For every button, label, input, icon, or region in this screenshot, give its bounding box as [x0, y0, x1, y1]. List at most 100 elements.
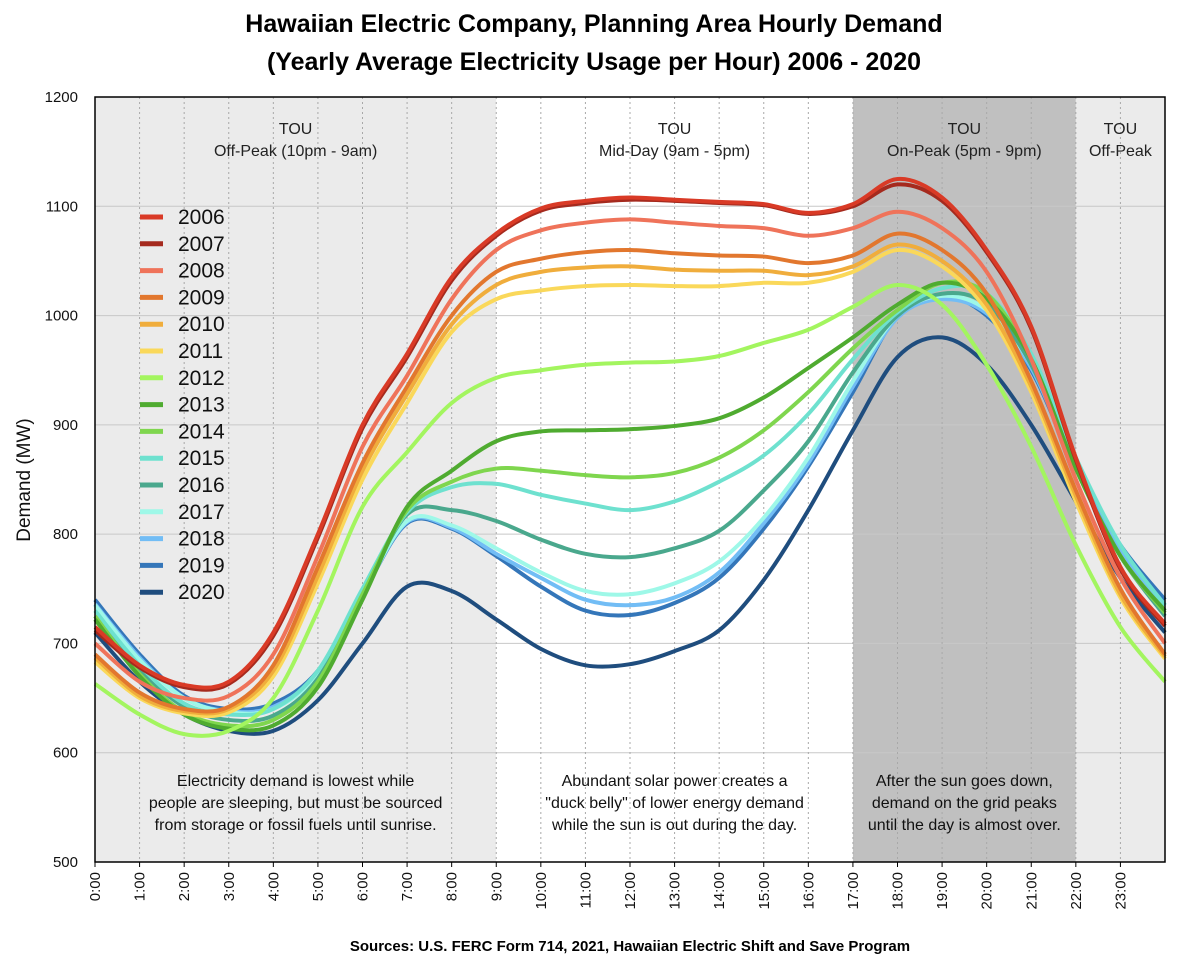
band-label: TOU [279, 121, 312, 138]
x-tick-label: 19:00 [934, 872, 951, 910]
x-tick-label: 4:00 [265, 872, 282, 901]
legend-item-2009: 2009 [140, 286, 225, 309]
y-tick-label: 600 [53, 745, 78, 762]
legend-label: 2015 [178, 447, 225, 470]
x-tick-label: 21:00 [1023, 872, 1040, 910]
x-tick-label: 13:00 [667, 872, 684, 910]
legend-label: 2017 [178, 501, 225, 524]
band-label: On-Peak (5pm - 9pm) [887, 143, 1042, 160]
band-label: Off-Peak [1089, 143, 1153, 160]
band-label: TOU [658, 121, 691, 138]
x-tick-label: 11:00 [577, 872, 594, 908]
x-tick-label: 16:00 [800, 872, 817, 910]
legend-item-2014: 2014 [140, 420, 225, 443]
legend-item-2011: 2011 [140, 340, 223, 363]
x-tick-label: 0:00 [87, 872, 104, 901]
legend-label: 2010 [178, 313, 225, 336]
legend-item-2018: 2018 [140, 528, 225, 551]
legend-label: 2019 [178, 554, 225, 577]
x-tick-label: 22:00 [1068, 872, 1085, 910]
x-tick-label: 10:00 [533, 872, 550, 910]
series-line-2013 [93, 280, 1167, 733]
x-tick-label: 15:00 [756, 872, 773, 910]
legend-label: 2011 [178, 340, 223, 363]
band-label: Mid-Day (9am - 5pm) [599, 143, 750, 160]
annotation-text: Electricity demand is lowest while [177, 773, 415, 790]
series-line-2010 [93, 242, 1167, 716]
legend-item-2017: 2017 [140, 501, 225, 524]
legend-label: 2006 [178, 206, 225, 229]
x-tick-label: 23:00 [1112, 872, 1129, 910]
legend-label: 2013 [178, 394, 225, 417]
x-tick-label: 1:00 [132, 872, 149, 901]
legend-label: 2018 [178, 528, 225, 551]
series-line-2014 [93, 279, 1167, 729]
x-tick-label: 18:00 [890, 872, 907, 910]
y-tick-label: 800 [53, 526, 78, 543]
y-axis-label: Demand (MW) [14, 418, 35, 542]
annotation-text: Abundant solar power creates a [562, 773, 788, 790]
legend-item-2012: 2012 [140, 367, 225, 390]
y-tick-label: 900 [53, 417, 78, 434]
x-tick-label: 3:00 [221, 872, 238, 901]
series-line-2011 [93, 247, 1167, 719]
y-tick-label: 700 [53, 635, 78, 652]
series-line-2012 [93, 282, 1167, 738]
annotation-text: from storage or fossil fuels until sunri… [155, 817, 437, 834]
chart-title-line-1: Hawaiian Electric Company, Planning Area… [245, 10, 942, 38]
band-label: TOU [948, 121, 981, 138]
band-label: Off-Peak (10pm - 9am) [214, 143, 377, 160]
plot-frame [94, 96, 1166, 863]
x-tick-label: 5:00 [310, 872, 327, 901]
x-tick-label: 17:00 [845, 872, 862, 910]
legend-label: 2016 [178, 474, 225, 497]
x-tick-label: 8:00 [444, 872, 461, 901]
legend-label: 2008 [178, 260, 225, 283]
legend-item-2019: 2019 [140, 554, 225, 577]
y-tick-label: 1000 [45, 308, 78, 325]
x-tick-label: 6:00 [355, 872, 372, 901]
source-note: Sources: U.S. FERC Form 714, 2021, Hawai… [350, 938, 910, 955]
annotations: Electricity demand is lowest while people… [149, 773, 1061, 834]
axes: 500 600 700 800 900 1000 1100 1200 0:00 1:00 2:00 3… [45, 89, 1166, 910]
legend-item-2015: 2015 [140, 447, 225, 470]
y-tick-label: 1200 [45, 89, 78, 106]
legend-label: 2009 [178, 286, 225, 309]
legend-label: 2014 [178, 420, 225, 443]
legend-item-2020: 2020 [140, 581, 225, 604]
y-tick-label: 1100 [46, 198, 78, 215]
series-line-2009 [93, 231, 1167, 714]
series-line-2006 [93, 176, 1167, 690]
x-tick-label: 9:00 [488, 872, 505, 901]
chart-title-line-2: (Yearly Average Electricity Usage per Ho… [267, 48, 921, 76]
tou-band [1075, 97, 1165, 862]
tou-band-labels: TOU Off-Peak (10pm - 9am) TOU Mid-Day (9am … [214, 121, 1153, 160]
annotation-text: until the day is almost over. [868, 817, 1061, 834]
annotation-text: while the sun is out during the day. [551, 817, 797, 834]
x-tick-label: 12:00 [622, 872, 639, 910]
x-tick-label: 14:00 [711, 872, 728, 910]
legend-label: 2007 [178, 233, 225, 256]
legend-item-2008: 2008 [140, 260, 225, 283]
annotation-text: "duck belly" of lower energy demand [545, 795, 804, 812]
annotation-text: After the sun goes down, [876, 773, 1053, 790]
legend-item-2010: 2010 [140, 313, 225, 336]
series-lines [93, 176, 1167, 738]
legend: 2006 2007 2008 2009 2010 2011 2012 2013 2014 2015… [140, 206, 225, 604]
annotation-text: demand on the grid peaks [872, 795, 1057, 812]
x-tick-label: 2:00 [176, 872, 193, 901]
legend-label: 2012 [178, 367, 225, 390]
y-tick-label: 500 [53, 854, 78, 871]
legend-label: 2020 [178, 581, 225, 604]
legend-item-2016: 2016 [140, 474, 225, 497]
x-tick-label: 20:00 [979, 872, 996, 910]
legend-item-2013: 2013 [140, 394, 225, 417]
tou-band [95, 97, 497, 862]
legend-item-2007: 2007 [140, 233, 225, 256]
series-line-2020 [93, 335, 1167, 736]
annotation-text: people are sleeping, but must be sourced [149, 795, 443, 812]
legend-item-2006: 2006 [140, 206, 225, 229]
series-line-2008 [93, 209, 1167, 703]
x-tick-label: 7:00 [399, 872, 416, 901]
